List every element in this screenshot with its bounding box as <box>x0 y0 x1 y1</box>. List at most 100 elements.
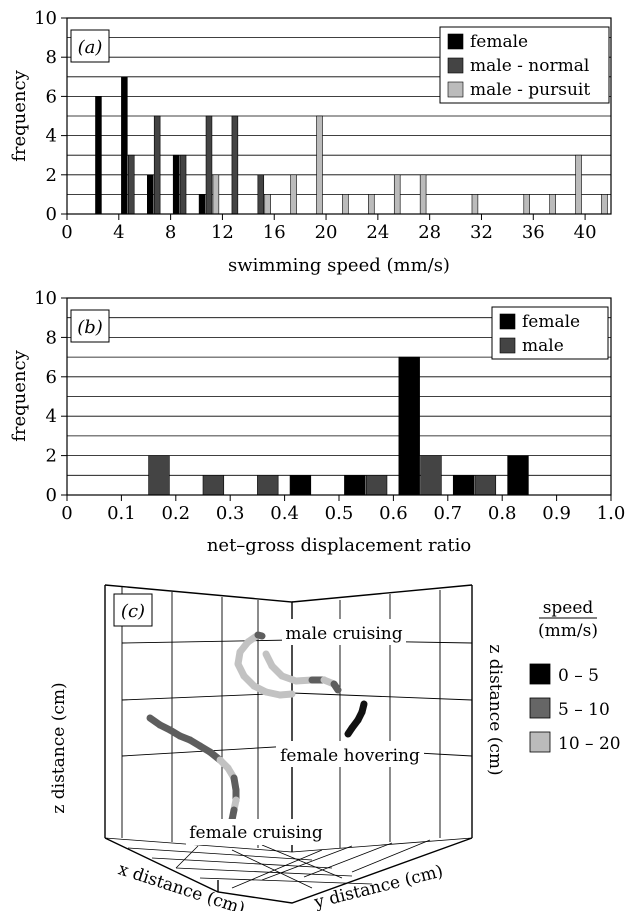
x-tick-label: 0 <box>61 222 72 243</box>
bar-male-0.3 <box>257 474 279 496</box>
bar-male-normal-6 <box>153 115 161 215</box>
male-cruising-track-b-segment <box>254 631 266 640</box>
panel-a-x-ticks: 0 4 8 12 16 20 24 28 32 36 40 <box>61 214 597 243</box>
bar-male-pursuit-14 <box>264 194 271 215</box>
male-cruising-track-c-segment <box>330 680 342 694</box>
bar-male-pursuit-24 <box>393 174 401 215</box>
female-cruising-label: female cruising <box>189 823 323 843</box>
panel-b-legend: female male <box>491 306 609 360</box>
bar-male-0.1 <box>148 455 170 496</box>
panel-c-label: (c) <box>121 601 145 622</box>
panel-b: 0 0.1 0.2 0.3 0.4 0.5 0.6 0.7 0.8 0.9 1.0 0246810 … <box>9 288 625 556</box>
y-tick-label: 0 <box>46 485 57 506</box>
panel-c-speed-legend: speed (mm/s) 0 – 5 5 – 10 10 – 20 <box>529 598 621 754</box>
x-tick-label: 1.0 <box>597 503 626 524</box>
bar-male-0.7 <box>474 474 497 496</box>
bar-male-pursuit-18 <box>316 115 323 215</box>
x-tick-label: 4 <box>113 222 124 243</box>
legend-label: female <box>522 312 580 332</box>
bar-male-pursuit-40 <box>601 194 608 215</box>
speed-legend-title: speed <box>543 598 594 618</box>
y-axis-label: y distance (cm) <box>311 861 445 911</box>
x-tick-label: 32 <box>470 222 493 243</box>
x-tick-label: 0.6 <box>379 503 408 524</box>
bar-female-6 <box>147 174 154 215</box>
female-cruising-label-bg <box>186 819 326 845</box>
z-axis-left-label: z distance (cm) <box>49 682 69 813</box>
x-tick-label: 0.1 <box>107 503 136 524</box>
y-tick-label: 10 <box>34 8 57 29</box>
bar-female-0.8 <box>507 455 529 496</box>
bar-male-0.6 <box>420 455 442 496</box>
bar-male-normal-10 <box>205 115 213 215</box>
bar-male-normal-12 <box>231 115 239 215</box>
panel-a-legend-box <box>439 26 610 104</box>
female-hovering-track <box>344 700 368 738</box>
x-tick-label: 0.5 <box>325 503 354 524</box>
bar-male-pursuit-20 <box>342 194 349 215</box>
female-hovering-label: female hovering <box>280 746 420 766</box>
male-cruising-track-b <box>254 631 266 640</box>
x-tick-label: 0.9 <box>542 503 571 524</box>
y-tick-label: 2 <box>46 165 57 186</box>
speed-legend-swatch <box>529 731 551 753</box>
legend-label: male - normal <box>470 56 589 76</box>
panel-b-y-ticks: 0 2 4 6 8 10 <box>34 288 67 506</box>
panel-c-floor-grid <box>104 837 473 889</box>
female-hovering-label-bg <box>276 741 424 767</box>
x-tick-label: 36 <box>522 222 545 243</box>
panel-b-label: (b) <box>77 317 103 338</box>
x-tick-label: 0 <box>61 503 72 524</box>
y-tick-label: 10 <box>34 288 57 309</box>
speed-legend-swatch <box>529 663 551 685</box>
speed-legend-label: 5 – 10 <box>558 700 610 720</box>
panel-b-ylabel: frequency <box>9 349 30 441</box>
x-tick-label: 40 <box>574 222 597 243</box>
bar-male-0.5 <box>365 474 388 496</box>
y-tick-label: 4 <box>46 126 57 147</box>
x-tick-label: 28 <box>418 222 441 243</box>
panel-a-xlabel: swimming speed (mm/s) <box>228 255 450 276</box>
bar-male-pursuit-36 <box>549 194 556 215</box>
y-tick-label: 8 <box>46 47 57 68</box>
y-tick-label: 6 <box>46 86 57 107</box>
panel-b-bars <box>148 356 529 496</box>
x-tick-label: 12 <box>211 222 234 243</box>
bar-male-pursuit-38 <box>575 154 582 215</box>
male-cruising-label-bg <box>282 619 406 645</box>
x-tick-label: 20 <box>315 222 338 243</box>
legend-label: male - pursuit <box>470 80 590 100</box>
x-tick-label: 8 <box>165 222 176 243</box>
panel-a-legend: female male - normal male - pursuit <box>439 26 610 104</box>
panel-a-y-ticks: 0 2 4 6 8 10 <box>34 8 67 225</box>
bar-female-0.7 <box>452 474 475 496</box>
bar-male-normal-14 <box>257 174 265 215</box>
female-hovering-track-segment <box>344 724 356 738</box>
x-tick-label: 24 <box>366 222 389 243</box>
legend-swatch <box>499 313 516 330</box>
panel-c-trajectories <box>146 631 368 834</box>
panel-a-bars <box>95 76 608 215</box>
speed-legend-swatch <box>529 697 551 719</box>
bar-female-10 <box>198 194 206 215</box>
bar-female-0.4 <box>289 474 312 496</box>
legend-swatch <box>447 81 464 98</box>
y-tick-label: 0 <box>46 204 57 225</box>
panel-b-xlabel: net–gross displacement ratio <box>207 535 471 556</box>
male-cruising-label: male cruising <box>285 624 402 644</box>
female-cruising-track <box>146 714 240 834</box>
male-cruising-track-c <box>262 650 342 694</box>
bar-male-pursuit-22 <box>368 194 375 215</box>
bar-male-0.2 <box>202 474 225 496</box>
x-axis-label: x distance (cm) <box>116 859 248 911</box>
y-tick-label: 2 <box>46 446 57 467</box>
bar-male-pursuit-26 <box>419 174 427 215</box>
bar-male-pursuit-34 <box>523 194 530 215</box>
panel-a-label-box <box>70 29 110 63</box>
bar-female-2 <box>95 96 102 215</box>
y-tick-label: 8 <box>46 327 57 348</box>
panel-a-label: (a) <box>78 37 103 58</box>
x-tick-label: 0.8 <box>488 503 517 524</box>
